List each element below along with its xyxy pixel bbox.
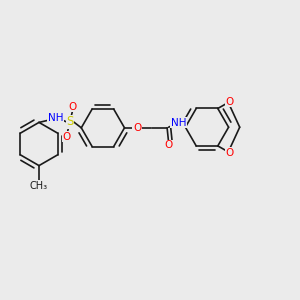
Text: O: O bbox=[164, 140, 173, 150]
Text: O: O bbox=[226, 148, 234, 158]
Text: CH₃: CH₃ bbox=[30, 181, 48, 191]
Text: S: S bbox=[66, 115, 74, 128]
Text: NH: NH bbox=[171, 118, 186, 128]
Text: NH: NH bbox=[48, 113, 63, 123]
Text: O: O bbox=[69, 102, 77, 112]
Text: O: O bbox=[133, 123, 141, 133]
Text: O: O bbox=[226, 97, 234, 106]
Text: O: O bbox=[63, 132, 71, 142]
